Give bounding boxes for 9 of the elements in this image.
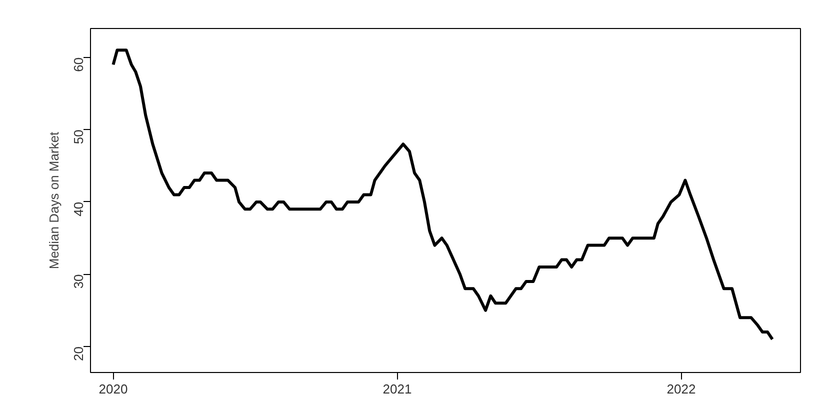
y-tick-label: 60 <box>71 57 86 72</box>
y-axis-title: Median Days on Market <box>46 131 62 270</box>
y-tick-label: 20 <box>71 346 86 361</box>
y-tick-label: 40 <box>71 202 86 216</box>
x-tick-label: 2020 <box>98 382 128 396</box>
y-tick-label: 30 <box>71 274 86 289</box>
x-tick-label: 2021 <box>382 382 412 396</box>
y-tick-label: 50 <box>71 130 86 144</box>
x-tick-label: 2022 <box>666 382 696 396</box>
